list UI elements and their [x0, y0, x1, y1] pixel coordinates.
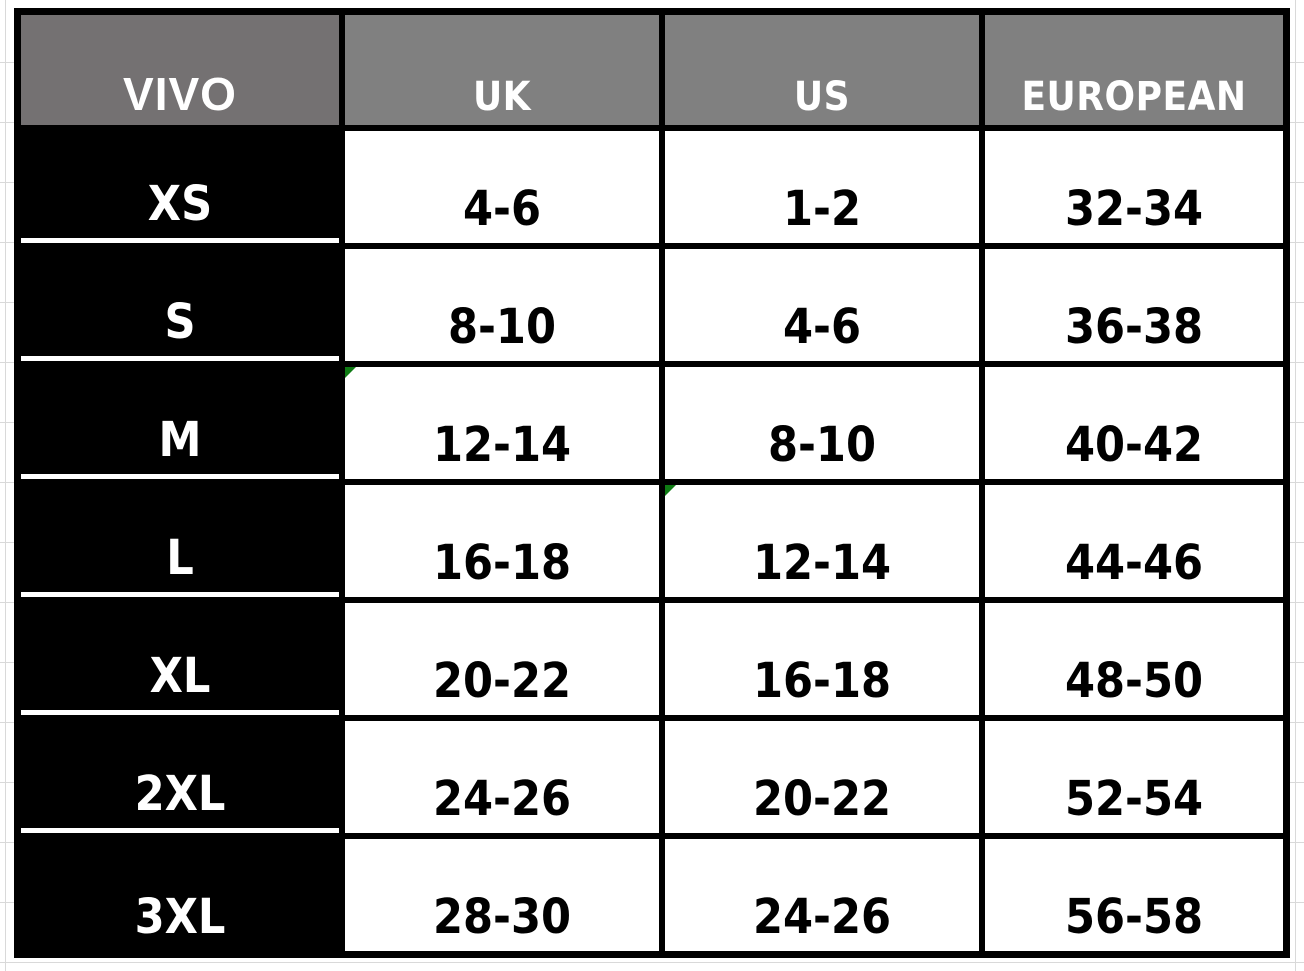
- european-size-value: 52-54: [1064, 771, 1204, 827]
- uk-size-cell: 16-18: [339, 479, 659, 597]
- size-label: XL: [149, 648, 211, 704]
- us-size-cell: 1-2: [659, 125, 979, 243]
- european-size-value: 56-58: [1064, 889, 1204, 945]
- uk-size-value: 16-18: [432, 535, 572, 591]
- us-size-value: 20-22: [752, 771, 892, 827]
- european-size-cell: 40-42: [979, 361, 1283, 479]
- us-size-cell: 24-26: [659, 833, 979, 951]
- uk-size-cell: 20-22: [339, 597, 659, 715]
- uk-size-cell: 4-6: [339, 125, 659, 243]
- uk-size-cell: 8-10: [339, 243, 659, 361]
- column-header-label: VIVO: [123, 68, 237, 120]
- column-header-european: EUROPEAN: [979, 15, 1283, 125]
- column-header-uk: UK: [339, 15, 659, 125]
- uk-size-cell: 12-14: [339, 361, 659, 479]
- sheet-gridline-vertical: [5, 0, 6, 971]
- uk-size-cell: 24-26: [339, 715, 659, 833]
- column-header-us: US: [659, 15, 979, 125]
- european-size-cell: 56-58: [979, 833, 1283, 951]
- european-size-cell: 32-34: [979, 125, 1283, 243]
- cell-note-marker-icon: [345, 367, 356, 378]
- european-size-cell: 36-38: [979, 243, 1283, 361]
- size-label: M: [158, 412, 202, 468]
- size-label: L: [166, 530, 194, 586]
- us-size-value: 24-26: [752, 889, 892, 945]
- size-label-cell: XL: [21, 597, 339, 715]
- size-label-cell: S: [21, 243, 339, 361]
- column-header-label: US: [793, 74, 851, 120]
- table-row: S 8-10 4-6 36-38: [21, 243, 1283, 361]
- size-label: 2XL: [134, 766, 226, 822]
- size-label: 3XL: [134, 889, 226, 945]
- table-row: XL 20-22 16-18 48-50: [21, 597, 1283, 715]
- column-header-label: UK: [472, 74, 532, 120]
- uk-size-value: 20-22: [432, 653, 572, 709]
- column-header-vivo: VIVO: [21, 15, 339, 125]
- table-row: M 12-14 8-10 40-42: [21, 361, 1283, 479]
- size-label-cell: 2XL: [21, 715, 339, 833]
- size-label-cell: M: [21, 361, 339, 479]
- uk-size-value: 8-10: [447, 299, 557, 355]
- us-size-cell: 20-22: [659, 715, 979, 833]
- european-size-cell: 44-46: [979, 479, 1283, 597]
- european-size-value: 44-46: [1064, 535, 1204, 591]
- us-size-cell: 8-10: [659, 361, 979, 479]
- uk-size-value: 12-14: [432, 417, 572, 473]
- us-size-cell: 12-14: [659, 479, 979, 597]
- european-size-value: 48-50: [1064, 653, 1204, 709]
- us-size-value: 12-14: [752, 535, 892, 591]
- table-row: XS 4-6 1-2 32-34: [21, 125, 1283, 243]
- us-size-value: 8-10: [767, 417, 877, 473]
- sheet-gridline-horizontal: [0, 962, 1304, 963]
- size-label-cell: XS: [21, 125, 339, 243]
- sheet-gridline-vertical: [1295, 0, 1296, 971]
- cell-note-marker-icon: [665, 485, 676, 496]
- us-size-value: 16-18: [752, 653, 892, 709]
- us-size-value: 1-2: [782, 181, 862, 237]
- table-row: 2XL 24-26 20-22 52-54: [21, 715, 1283, 833]
- size-label: S: [164, 294, 196, 350]
- column-header-label: EUROPEAN: [1021, 74, 1247, 120]
- uk-size-value: 24-26: [432, 771, 572, 827]
- table-row: L 16-18 12-14 44-46: [21, 479, 1283, 597]
- size-label-cell: 3XL: [21, 833, 339, 951]
- uk-size-value: 4-6: [462, 181, 542, 237]
- size-label-cell: L: [21, 479, 339, 597]
- european-size-cell: 52-54: [979, 715, 1283, 833]
- european-size-value: 32-34: [1064, 181, 1204, 237]
- uk-size-value: 28-30: [432, 889, 572, 945]
- european-size-value: 40-42: [1064, 417, 1204, 473]
- us-size-cell: 4-6: [659, 243, 979, 361]
- us-size-value: 4-6: [782, 299, 862, 355]
- us-size-cell: 16-18: [659, 597, 979, 715]
- table-header-row: VIVO UK US EUROPEAN: [21, 15, 1283, 125]
- uk-size-cell: 28-30: [339, 833, 659, 951]
- size-label: XS: [147, 176, 213, 232]
- european-size-cell: 48-50: [979, 597, 1283, 715]
- table-row: 3XL 28-30 24-26 56-58: [21, 833, 1283, 951]
- european-size-value: 36-38: [1064, 299, 1204, 355]
- size-chart-table: VIVO UK US EUROPEAN XS 4-6 1-2 32-34 S 8…: [14, 8, 1290, 958]
